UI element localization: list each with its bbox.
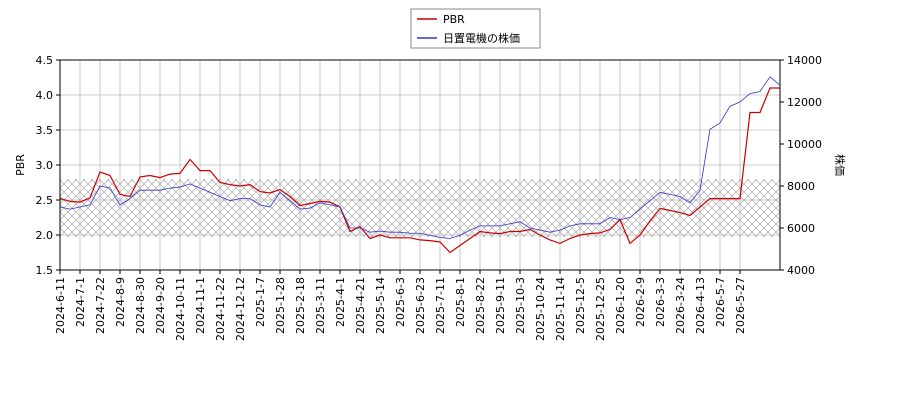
x-tick-label: 2025-7-11 bbox=[434, 277, 447, 334]
y-tick-label: 3.0 bbox=[36, 159, 54, 172]
y-tick-label: 1.5 bbox=[36, 264, 54, 277]
y2-tick-label: 8000 bbox=[787, 180, 815, 193]
y2-tick-label: 10000 bbox=[787, 138, 822, 151]
x-tick-label: 2024-10-11 bbox=[174, 277, 187, 341]
y-tick-label: 2.5 bbox=[36, 194, 54, 207]
x-tick-label: 2025-6-23 bbox=[414, 277, 427, 334]
x-tick-label: 2024-9-20 bbox=[154, 277, 167, 334]
x-tick-label: 2025-5-14 bbox=[374, 277, 387, 334]
x-tick-label: 2024-11-22 bbox=[214, 277, 227, 341]
x-tick-label: 2024-8-9 bbox=[114, 277, 127, 327]
x-tick-label: 2024-6-11 bbox=[54, 277, 67, 334]
x-tick-label: 2025-4-1 bbox=[334, 277, 347, 327]
x-tick-label: 2026-2-9 bbox=[634, 277, 647, 327]
x-tick-label: 2024-11-1 bbox=[194, 277, 207, 334]
x-tick-label: 2026-3-3 bbox=[654, 277, 667, 327]
data-line bbox=[59, 87, 780, 254]
x-tick-label: 2025-3-11 bbox=[314, 277, 327, 334]
x-tick-label: 2026-4-13 bbox=[694, 277, 707, 334]
legend-box bbox=[410, 8, 541, 49]
x-tick-label: 2025-10-24 bbox=[534, 277, 547, 341]
x-tick-label: 2025-9-11 bbox=[494, 277, 507, 334]
x-tick-label: 2026-5-7 bbox=[714, 277, 727, 327]
x-tick-label: 2025-6-3 bbox=[394, 277, 407, 327]
x-tick-label: 2024-7-1 bbox=[74, 277, 87, 327]
x-tick-label: 2025-8-1 bbox=[454, 277, 467, 327]
x-tick-label: 2026-5-27 bbox=[734, 277, 747, 334]
x-tick-label: 2025-8-22 bbox=[474, 277, 487, 334]
y2-tick-label: 14000 bbox=[787, 54, 822, 67]
y2-tick-label: 12000 bbox=[787, 96, 822, 109]
y2-tick-label: 6000 bbox=[787, 222, 815, 235]
x-tick-label: 2025-12-5 bbox=[574, 277, 587, 334]
data-line bbox=[59, 76, 781, 239]
y-axis-label: PBR bbox=[14, 154, 27, 176]
x-tick-label: 2024-12-12 bbox=[234, 277, 247, 341]
plot-frame bbox=[59, 59, 781, 271]
y-tick-label: 2.0 bbox=[36, 229, 54, 242]
x-tick-label: 2025-2-18 bbox=[294, 277, 307, 334]
legend-label: 日置電機の株価 bbox=[443, 31, 520, 45]
x-tick-label: 2025-12-25 bbox=[594, 277, 607, 341]
x-tick-label: 2024-7-22 bbox=[94, 277, 107, 334]
legend-label: PBR bbox=[443, 13, 465, 26]
x-tick-label: 2025-11-14 bbox=[554, 277, 567, 341]
x-tick-label: 2025-1-7 bbox=[254, 277, 267, 327]
x-tick-label: 2024-8-30 bbox=[134, 277, 147, 334]
x-tick-label: 2025-4-21 bbox=[354, 277, 367, 334]
x-tick-label: 2026-1-20 bbox=[614, 277, 627, 334]
x-tick-label: 2025-10-3 bbox=[514, 277, 527, 334]
y-tick-label: 3.5 bbox=[36, 124, 54, 137]
x-tick-label: 2026-3-24 bbox=[674, 277, 687, 334]
x-tick-label: 2025-1-28 bbox=[274, 277, 287, 334]
y2-tick-label: 4000 bbox=[787, 264, 815, 277]
y-tick-label: 4.0 bbox=[36, 89, 54, 102]
y-tick-label: 4.5 bbox=[36, 54, 54, 67]
y2-axis-label: 株価 bbox=[833, 154, 847, 176]
